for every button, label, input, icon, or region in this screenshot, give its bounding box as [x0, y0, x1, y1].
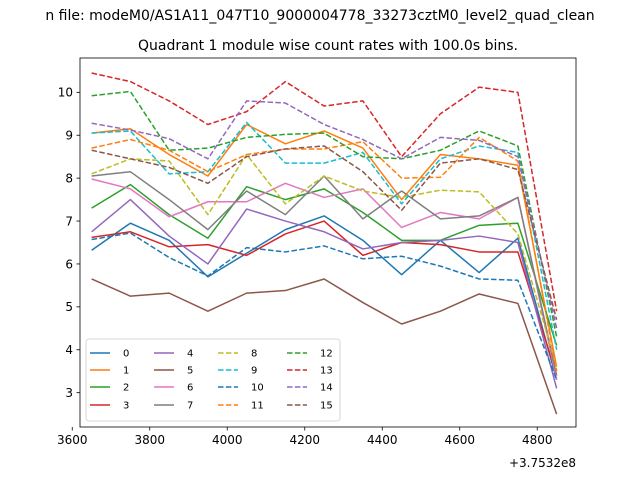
series-line-4 — [91, 198, 558, 389]
plot-frame — [79, 57, 577, 428]
series-line-3 — [91, 220, 558, 376]
series-line-0 — [91, 215, 558, 380]
series-line-5 — [91, 278, 558, 415]
x-tick-label: 4800 — [522, 433, 553, 447]
legend-label-7: 7 — [187, 401, 193, 412]
y-tick-label: 7 — [65, 214, 73, 228]
series-line-6 — [91, 178, 558, 380]
legend-label-0: 0 — [123, 349, 129, 360]
y-tick-label: 9 — [65, 129, 73, 143]
legend-label-14: 14 — [320, 383, 333, 394]
legend-label-12: 12 — [320, 349, 333, 360]
series-line-14 — [91, 100, 558, 329]
legend-label-2: 2 — [123, 383, 129, 394]
y-axis: 3 4 5 6 7 8 9 10 — [58, 86, 80, 400]
x-tick-label: 3600 — [57, 433, 88, 447]
x-tick-label: 4600 — [444, 433, 475, 447]
y-tick-label: 6 — [65, 257, 73, 271]
series-line-1 — [91, 123, 558, 368]
y-tick-label: 3 — [65, 386, 73, 400]
chart-title: Quadrant 1 module wise count rates with … — [138, 38, 518, 54]
series-line-15 — [91, 145, 558, 320]
series-line-9 — [91, 121, 558, 350]
legend-label-4: 4 — [187, 349, 193, 360]
figure-suptitle: n file: modeM0/AS1A11_047T10_9000004778_… — [45, 8, 594, 24]
legend-label-6: 6 — [187, 383, 193, 394]
y-tick-label: 10 — [58, 86, 73, 100]
legend-label-1: 1 — [123, 366, 129, 377]
series-line-12 — [91, 90, 558, 338]
legend-label-11: 11 — [251, 401, 264, 412]
x-tick-label: 4200 — [289, 433, 320, 447]
y-tick-label: 5 — [65, 300, 73, 314]
series-line-8 — [91, 153, 558, 368]
y-tick-label: 4 — [65, 343, 73, 357]
series-line-10 — [91, 232, 558, 381]
legend-label-9: 9 — [251, 366, 257, 377]
plot-lines-group — [91, 72, 558, 415]
x-tick-label: 3800 — [134, 433, 165, 447]
legend-label-15: 15 — [320, 401, 333, 412]
legend-frame — [85, 338, 341, 422]
legend-label-3: 3 — [123, 401, 129, 412]
x-tick-label: 4400 — [367, 433, 398, 447]
series-line-11 — [91, 136, 558, 372]
legend-label-5: 5 — [187, 366, 193, 377]
legend-label-10: 10 — [251, 383, 264, 394]
x-axis: 3600 3800 4000 4200 4400 4600 4800 — [57, 427, 553, 447]
legend-label-8: 8 — [251, 349, 257, 360]
legend-label-13: 13 — [320, 366, 333, 377]
x-tick-label: 4000 — [212, 433, 243, 447]
series-line-13 — [91, 72, 558, 312]
series-line-2 — [91, 183, 558, 346]
x-axis-offset-text: +3.7532e8 — [509, 456, 576, 470]
y-tick-label: 8 — [65, 171, 73, 185]
